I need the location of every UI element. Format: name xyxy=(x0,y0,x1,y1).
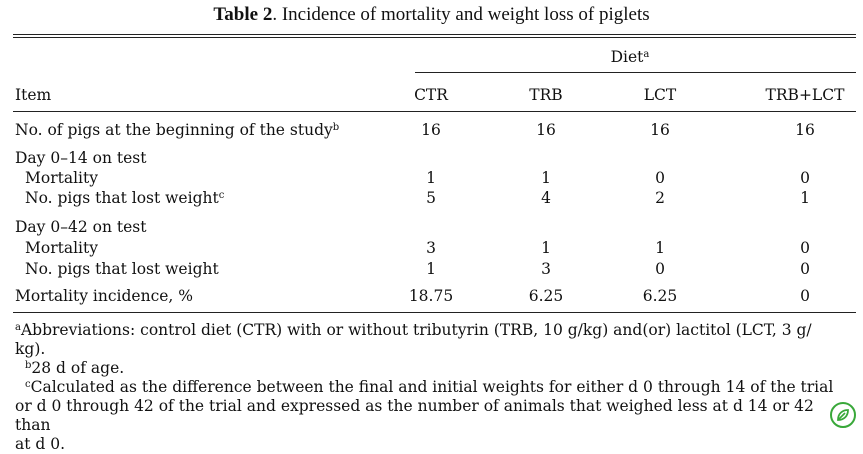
top-rule xyxy=(13,34,856,35)
table-cell: 0 xyxy=(800,169,810,187)
col-header-lct: LCT xyxy=(643,86,677,104)
leaf-watermark-icon xyxy=(830,402,856,428)
table-cell: 1 xyxy=(426,169,436,187)
footnote-line: or d 0 through 42 of the trial and expre… xyxy=(15,397,814,434)
row-label: No. pigs that lost weightc xyxy=(25,189,225,207)
footnote-a: aAbbreviations: control diet (CTR) with … xyxy=(15,321,853,359)
item-header: Item xyxy=(15,86,52,104)
table-cell: 2 xyxy=(655,189,665,207)
row-label: Mortality xyxy=(25,169,98,187)
col-header-trb: TRB xyxy=(529,86,563,104)
table-cell: 0 xyxy=(800,239,810,257)
row-label: No. pigs that lost weight xyxy=(25,260,219,278)
table-cell: 6.25 xyxy=(642,287,678,305)
footnote-line: at d 0. xyxy=(15,435,66,453)
table-cell: 16 xyxy=(536,121,556,139)
section-label: Day 0–42 on test xyxy=(15,218,147,236)
table-cell: 0 xyxy=(655,169,665,187)
footnote-line: cCalculated as the difference between th… xyxy=(25,378,834,396)
table-cell: 3 xyxy=(426,239,436,257)
footnote-line: kg). xyxy=(15,340,46,358)
table-cell: 16 xyxy=(795,121,815,139)
footnote-line: aAbbreviations: control diet (CTR) with … xyxy=(15,321,812,339)
table-cell: 0 xyxy=(800,287,810,305)
table-cell: 0 xyxy=(655,260,665,278)
table-cell: 1 xyxy=(800,189,810,207)
row-label: Mortality incidence, % xyxy=(15,287,194,305)
bottom-rule xyxy=(13,312,856,313)
section-label: Day 0–14 on test xyxy=(15,149,147,167)
row-label: No. of pigs at the beginning of the stud… xyxy=(15,121,340,139)
footnote-b: b28 d of age. xyxy=(15,359,853,378)
table-cell: 1 xyxy=(655,239,665,257)
diet-rule xyxy=(415,72,856,73)
table-cell: 3 xyxy=(541,260,551,278)
table-cell: 16 xyxy=(650,121,670,139)
table-cell: 5 xyxy=(426,189,436,207)
table-cell: 0 xyxy=(800,260,810,278)
header-rule xyxy=(13,111,856,112)
footnote-line: b28 d of age. xyxy=(25,359,125,377)
diet-header: Dieta xyxy=(610,48,650,66)
top-rule-2 xyxy=(13,37,856,38)
table-title: Table 2. Incidence of mortality and weig… xyxy=(213,4,650,25)
footnote-c: cCalculated as the difference between th… xyxy=(15,378,853,454)
table-cell: 16 xyxy=(421,121,441,139)
table-cell: 4 xyxy=(541,189,551,207)
table-cell: 6.25 xyxy=(528,287,564,305)
table-cell: 1 xyxy=(426,260,436,278)
col-header-ctr: CTR xyxy=(414,86,448,104)
table-cell: 1 xyxy=(541,169,551,187)
table-cell: 18.75 xyxy=(408,287,454,305)
table-cell: 1 xyxy=(541,239,551,257)
col-header-trb-lct: TRB+LCT xyxy=(765,86,845,104)
row-label: Mortality xyxy=(25,239,98,257)
